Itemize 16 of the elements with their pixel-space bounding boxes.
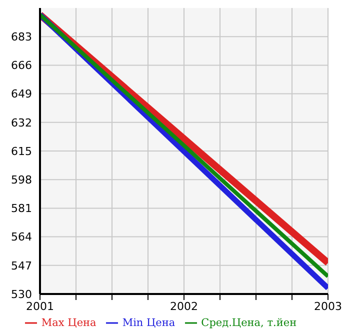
y-tick-label: 598 [11,174,32,187]
y-tick-label: 547 [11,259,32,272]
y-tick-label: 649 [11,88,32,101]
legend-label: Max Цена [41,317,96,329]
x-tick-label: 2003 [314,300,342,313]
y-tick-label: 683 [11,30,32,44]
legend-label: Сред.Цена, т.йен [201,317,297,329]
y-tick-label: 615 [11,144,32,158]
legend-label: Min Цена [122,317,176,329]
y-tick-label: 666 [11,59,32,72]
y-tick-label: 530 [11,288,32,301]
y-tick-label: 581 [11,202,32,216]
y-tick-label: 632 [11,116,32,130]
y-tick-label: 564 [11,230,32,244]
x-tick-label: 2002 [170,300,198,313]
x-tick-label: 2001 [26,300,54,313]
